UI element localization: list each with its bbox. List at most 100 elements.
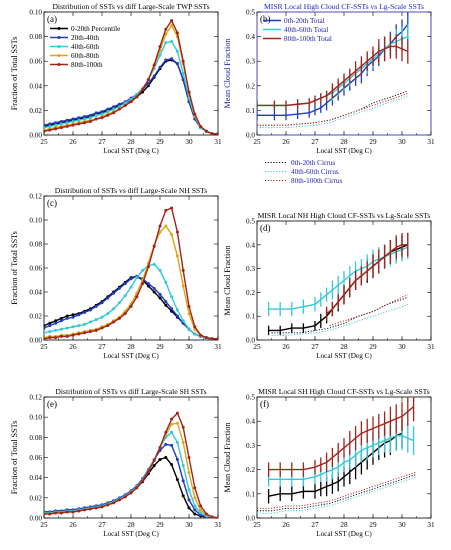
data-point <box>181 464 185 468</box>
data-point <box>54 127 58 131</box>
data-point <box>106 107 110 111</box>
panel-c: 25 26 27 28 29 30 31 0.00 0.02 0.04 0.06 0.08 0.10 0.… <box>10 186 222 360</box>
data-point <box>164 224 168 228</box>
y-tick-label: 0.00 <box>29 515 42 523</box>
y-tick-label: 0.0 <box>246 337 255 345</box>
x-tick-label: 26 <box>69 138 77 146</box>
data-point <box>112 320 116 324</box>
data-point <box>193 325 197 329</box>
series-line <box>257 45 409 107</box>
y-tick-label: 0.0 <box>246 515 255 523</box>
data-point <box>204 129 208 133</box>
x-tick-label: 29 <box>156 521 164 529</box>
data-point <box>54 321 58 325</box>
data-point <box>175 478 179 482</box>
data-point <box>135 95 139 99</box>
data-point <box>152 459 156 463</box>
data-point <box>193 512 197 516</box>
y-axis-label: Fraction of Total SSTs <box>10 421 19 495</box>
legend-label: 0-20th Percentile <box>71 25 120 33</box>
data-point <box>170 206 174 210</box>
legend-label: 40th-60th Total <box>284 26 328 34</box>
data-point <box>77 332 81 336</box>
data-point <box>44 129 46 133</box>
data-point <box>123 294 127 298</box>
series-line <box>44 411 218 518</box>
y-tick-label: 0.10 <box>29 217 42 225</box>
data-point <box>112 307 116 311</box>
data-point <box>135 295 139 299</box>
data-point <box>77 509 81 513</box>
legend-label: 80th-100th Total <box>284 35 332 43</box>
data-point <box>59 334 63 338</box>
data-point <box>88 507 92 511</box>
data-point <box>83 310 87 314</box>
legend-label: 40th-60th <box>71 43 99 51</box>
data-point <box>123 103 127 107</box>
chart-title: Distribution of SSTs vs diff Large-Scale… <box>52 2 209 11</box>
panel-label: (f) <box>260 399 269 409</box>
data-point <box>129 277 133 281</box>
x-tick-label: 25 <box>253 521 261 529</box>
data-point <box>170 307 174 311</box>
legend-marker <box>57 45 61 48</box>
x-tick-label: 31 <box>214 138 222 146</box>
data-point <box>59 126 63 130</box>
series-line <box>271 303 408 336</box>
x-axis-label: Local SST (Deg C) <box>103 530 159 538</box>
data-point <box>129 304 133 308</box>
data-point <box>152 290 156 294</box>
data-point <box>152 464 156 468</box>
x-axis-label: Local SST (Deg C) <box>103 147 159 155</box>
y-axis-label: Mean Cloud Fraction <box>223 422 232 492</box>
y-tick-label: 0.08 <box>29 434 42 442</box>
data-point <box>117 107 121 111</box>
y-tick-label: 0.10 <box>29 414 42 422</box>
series-line <box>257 90 408 126</box>
data-point <box>117 498 121 502</box>
data-point <box>158 65 162 69</box>
data-point <box>175 230 179 234</box>
x-tick-label: 27 <box>98 343 106 351</box>
x-tick-label: 28 <box>127 521 135 529</box>
data-point <box>170 295 174 299</box>
data-point <box>77 122 81 126</box>
legend-marker <box>57 27 61 30</box>
y-tick-label: 0.02 <box>29 494 42 502</box>
data-point <box>175 314 179 318</box>
x-tick-label: 30 <box>185 343 193 351</box>
x-tick-label: 25 <box>253 343 261 351</box>
y-tick-label: 0.1 <box>246 107 255 115</box>
data-point <box>152 286 156 290</box>
data-point <box>210 515 214 518</box>
data-point <box>141 87 145 91</box>
data-point <box>106 312 110 316</box>
data-point <box>187 90 191 94</box>
data-point <box>170 57 174 61</box>
y-tick-label: 0.2 <box>246 466 255 474</box>
data-point <box>54 328 58 332</box>
y-tick-label: 0.2 <box>246 82 255 90</box>
data-point <box>77 116 81 120</box>
data-point <box>158 224 162 228</box>
data-point <box>59 319 63 323</box>
y-tick-label: 0.08 <box>29 241 42 249</box>
data-point <box>175 31 179 35</box>
data-point <box>48 324 52 328</box>
data-point <box>158 230 162 234</box>
x-tick-label: 26 <box>282 138 290 146</box>
data-point <box>71 315 75 319</box>
data-point <box>164 430 168 434</box>
data-point <box>158 268 162 272</box>
data-point <box>199 333 203 337</box>
data-point <box>175 62 179 66</box>
data-point <box>193 112 197 116</box>
data-point <box>170 430 174 434</box>
data-point <box>117 286 121 290</box>
data-layer <box>44 411 218 518</box>
data-point <box>65 510 69 514</box>
y-tick-label: 0.4 <box>246 241 255 249</box>
data-point <box>71 117 75 121</box>
data-point <box>59 511 63 515</box>
data-point <box>164 300 168 304</box>
